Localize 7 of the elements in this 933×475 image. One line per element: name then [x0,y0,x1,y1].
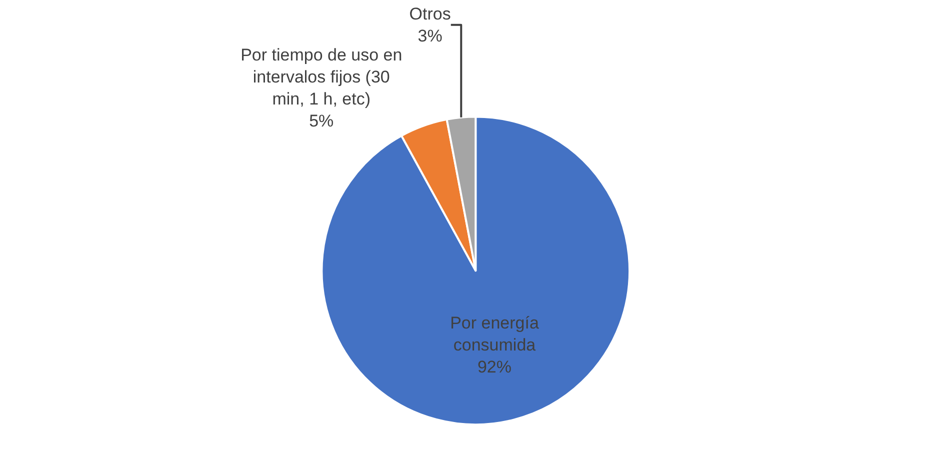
slice-label: Por energía consumida [450,314,540,355]
data-label: 92% [477,358,512,377]
data-label: 3% [418,26,442,46]
data-label: 5% [309,112,334,131]
slice-label: Por tiempo de uso en intervalos fijos (30 min, 1 h, etc) [240,45,402,109]
pie-slice [400,118,477,272]
slice-label: Otros [409,4,451,24]
